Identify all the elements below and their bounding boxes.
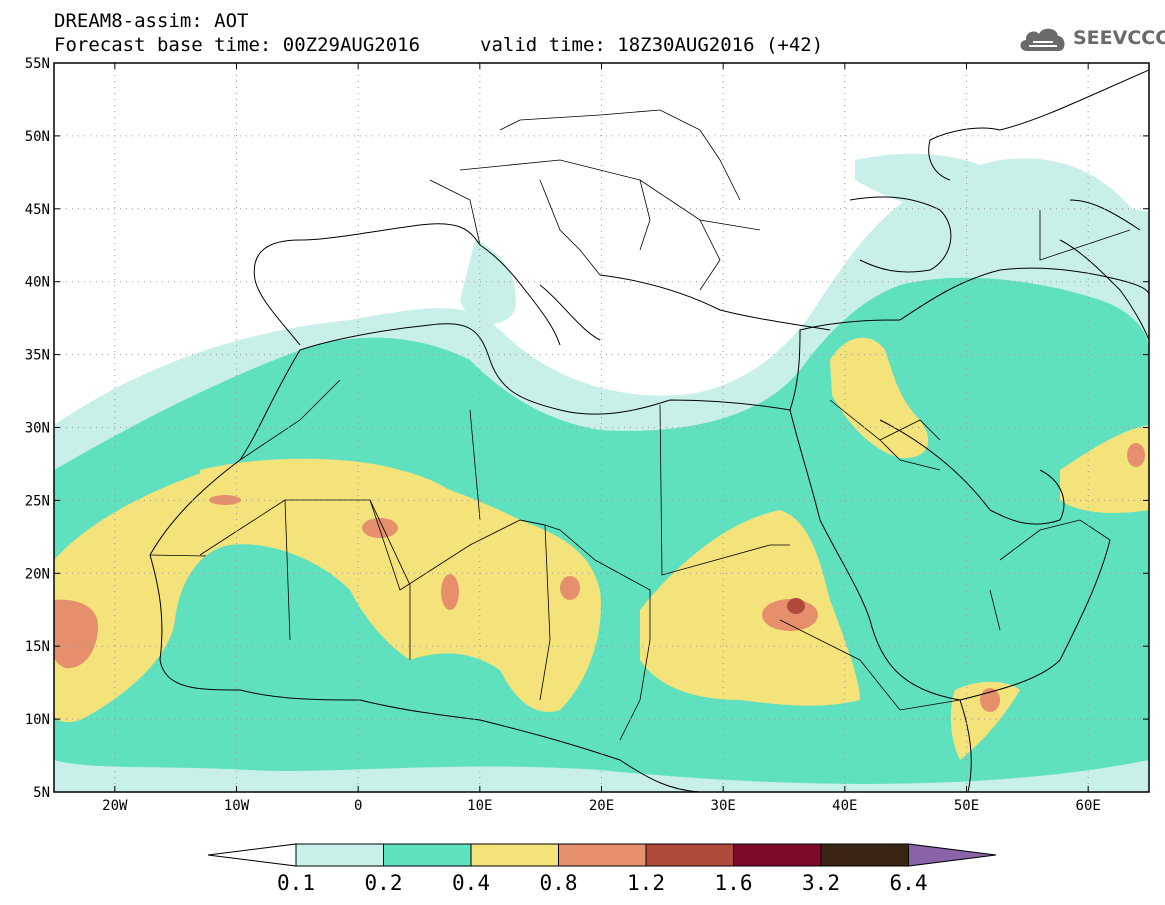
longitude-labels: 20W 10W 0 10E 20E 30E 40E 50E 60E bbox=[102, 63, 1101, 814]
borders bbox=[149, 109, 1131, 741]
lat-label: 55N bbox=[25, 56, 50, 72]
lon-label: 10W bbox=[224, 798, 250, 814]
aot-band-orange-uae bbox=[1127, 443, 1145, 467]
colorbar-arrow-left bbox=[207, 843, 297, 867]
aot-band-orange-atlantic bbox=[54, 599, 98, 669]
lat-label: 25N bbox=[25, 493, 50, 509]
lat-label: 5N bbox=[33, 785, 50, 801]
aot-band-orange-chad bbox=[560, 576, 580, 600]
forecast-times: Forecast base time: 00Z29AUG2016 valid ti… bbox=[54, 34, 823, 56]
lat-label: 20N bbox=[25, 566, 50, 582]
colorbar-label: 6.4 bbox=[890, 871, 928, 895]
lon-label: 60E bbox=[1076, 798, 1101, 814]
lon-label: 20W bbox=[102, 798, 128, 814]
colorbar-segment bbox=[733, 843, 822, 867]
aot-band-red-sudan bbox=[787, 598, 805, 614]
lon-label: 40E bbox=[832, 798, 857, 814]
aot-band-yellow-gulf bbox=[1060, 425, 1149, 513]
colorbar: 0.1 0.2 0.4 0.8 1.2 1.6 3.2 6.4 bbox=[207, 843, 997, 895]
logo-text: SEEVCCC bbox=[1073, 27, 1165, 49]
aot-band-yellow-horn bbox=[950, 681, 1020, 760]
colorbar-label: 1.2 bbox=[627, 871, 665, 895]
coastlines bbox=[149, 69, 1149, 792]
lon-label: 20E bbox=[589, 798, 614, 814]
aot-band-orange-mali bbox=[362, 518, 398, 538]
colorbar-label: 0.4 bbox=[452, 871, 490, 895]
aot-band-light-caspian bbox=[855, 153, 1149, 260]
lat-label: 10N bbox=[25, 712, 50, 728]
lon-label: 10E bbox=[467, 798, 492, 814]
colorbar-segment bbox=[295, 843, 384, 867]
aot-band-yellow-west bbox=[54, 460, 601, 723]
colorbar-label: 0.2 bbox=[365, 871, 403, 895]
colorbar-segment bbox=[470, 843, 559, 867]
colorbar-label: 0.8 bbox=[540, 871, 578, 895]
valid-time: valid time: 18Z30AUG2016 (+42) bbox=[480, 34, 824, 56]
cloud-icon bbox=[1020, 28, 1065, 51]
lat-lon-grid bbox=[54, 63, 1149, 792]
aot-band-yellow-sudan bbox=[640, 510, 860, 706]
seevccc-logo: SEEVCCC bbox=[1017, 22, 1165, 56]
lon-label: 50E bbox=[954, 798, 979, 814]
lon-label: 30E bbox=[711, 798, 736, 814]
lat-label: 40N bbox=[25, 275, 50, 291]
lat-label: 50N bbox=[25, 129, 50, 145]
aot-band-light-italy bbox=[460, 240, 516, 324]
colorbar-label: 0.1 bbox=[277, 871, 315, 895]
colorbar-segment bbox=[645, 843, 734, 867]
lat-label: 45N bbox=[25, 202, 50, 218]
latitude-labels: 55N 50N 45N 40N 35N 30N 25N 20N 15N 10N 5N bbox=[25, 56, 1149, 801]
lat-label: 35N bbox=[25, 348, 50, 364]
aot-band-orange-niger bbox=[441, 574, 459, 610]
forecast-base-time: Forecast base time: 00Z29AUG2016 bbox=[54, 34, 421, 56]
aot-band-yellow-sahara-north bbox=[200, 458, 470, 510]
colorbar-label: 3.2 bbox=[802, 871, 840, 895]
colorbar-label: 1.6 bbox=[715, 871, 753, 895]
lon-label: 0 bbox=[354, 798, 362, 814]
colorbar-segment bbox=[383, 843, 472, 867]
map-title: DREAM8-assim: AOT bbox=[54, 10, 249, 32]
lat-label: 30N bbox=[25, 421, 50, 437]
aot-band-orange-morocco bbox=[209, 495, 241, 505]
colorbar-segment bbox=[820, 843, 909, 867]
colorbar-segment bbox=[558, 843, 647, 867]
aot-band-orange-somalia bbox=[980, 688, 1000, 712]
lat-label: 15N bbox=[25, 639, 50, 655]
colorbar-arrow-right bbox=[908, 843, 997, 867]
